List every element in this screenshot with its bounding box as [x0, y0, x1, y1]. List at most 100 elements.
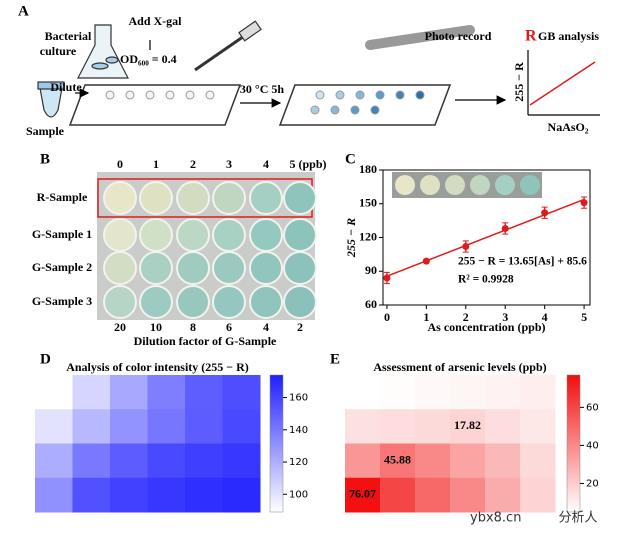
- row-label: R-Sample: [37, 190, 88, 204]
- inset-well: [395, 175, 415, 195]
- step-label: Dilute: [50, 80, 82, 94]
- y-tick-label: 60: [365, 297, 377, 311]
- column-label: 4: [263, 157, 269, 171]
- heatmap-cell: [380, 375, 416, 410]
- inset-well: [420, 175, 440, 195]
- heatmap-cell: [222, 477, 261, 513]
- well: [283, 218, 317, 252]
- heatmap-cell: [72, 477, 111, 513]
- x-tick-label: 5: [581, 310, 587, 324]
- step-label: GB analysis: [538, 29, 599, 43]
- step-label: culture: [40, 44, 77, 58]
- x-tick-label: 3: [502, 310, 508, 324]
- heatmap-cell: [222, 375, 261, 410]
- row-label: G-Sample 1: [32, 227, 92, 241]
- well: [176, 285, 210, 319]
- inset-well: [445, 175, 465, 195]
- plate-wells: [105, 90, 425, 115]
- step-label: R: [525, 28, 537, 45]
- heatmap-cell: [222, 409, 261, 444]
- panel-label: D: [40, 351, 51, 367]
- heatmap-cell: [185, 375, 223, 410]
- panel-label: C: [345, 151, 356, 167]
- heatmap-cell: [345, 443, 381, 479]
- heatmap-cell: [520, 409, 556, 444]
- y-tick-label: 180: [359, 162, 377, 176]
- colorbar: [566, 374, 581, 513]
- heatmap-cell: [345, 477, 381, 513]
- well: [249, 285, 283, 319]
- panel-label: B: [40, 151, 50, 167]
- well: [103, 251, 137, 285]
- heatmap-cell: [450, 409, 486, 444]
- column-label: 3: [226, 157, 232, 171]
- colorbar-tick-label: 140: [289, 425, 308, 436]
- heatmap-cell: [450, 477, 486, 513]
- well: [212, 285, 246, 319]
- heatmap-cell: [147, 409, 186, 444]
- heatmap-cell: [485, 409, 521, 444]
- heatmap-cell: [147, 477, 186, 513]
- heatmap-cell: [415, 409, 451, 444]
- heatmap-cell: [110, 443, 148, 479]
- colorbar-tick-label: 160: [289, 393, 308, 404]
- heatmap-cell: [415, 375, 451, 410]
- column-label: 2: [190, 157, 196, 171]
- colorbar-tick-label: 120: [289, 457, 308, 468]
- heatmap-cell: [185, 409, 223, 444]
- annotation: 255 − R = 13.65[As] + 85.6: [458, 256, 587, 268]
- well: [103, 285, 137, 319]
- x-tick-label: 1: [423, 310, 429, 324]
- column-label: 4: [263, 320, 269, 334]
- heatmap-title: Analysis of color intensity (255 − R): [66, 360, 249, 374]
- inset-well: [470, 175, 490, 195]
- cell-label: 45.88: [384, 452, 411, 466]
- well: [139, 285, 173, 319]
- heatmap-cell: [345, 409, 381, 444]
- panel-label: A: [18, 3, 29, 19]
- cell-label: 17.82: [454, 418, 481, 432]
- point: [383, 274, 391, 282]
- well: [139, 251, 173, 285]
- x-axis-label: As concentration (ppb): [427, 320, 545, 334]
- heatmap-cell: [72, 375, 111, 410]
- step-label: Sample: [26, 124, 65, 138]
- well: [249, 218, 283, 252]
- heatmap-title: Assessment of arsenic levels (ppb): [373, 360, 546, 374]
- heatmap-cell: [450, 375, 486, 410]
- annotation: R² = 0.9928: [458, 274, 514, 286]
- well: [212, 251, 246, 285]
- watermark: 分析人: [558, 511, 597, 526]
- heatmap-cell: [380, 443, 416, 479]
- column-label: 20: [114, 320, 126, 334]
- heatmap-cell: [520, 443, 556, 479]
- point: [462, 243, 470, 250]
- step-label: Photo record: [425, 29, 492, 43]
- well: [139, 218, 173, 252]
- colorbar-tick-label: 20: [586, 478, 599, 489]
- well: [176, 251, 210, 285]
- colorbar-tick-label: 60: [586, 402, 599, 413]
- heatmap-cell: [222, 443, 261, 479]
- column-label: 10: [150, 320, 162, 334]
- heatmap-cell: [110, 409, 148, 444]
- axis-label: 255 − R: [512, 62, 526, 102]
- well: [103, 218, 137, 252]
- y-axis-label: 255 − R: [344, 218, 358, 258]
- watermark: ybx8.cn: [470, 511, 521, 526]
- heatmap-cell: [110, 477, 148, 513]
- axis-label: NaAsO₂: [548, 120, 589, 134]
- row-label: G-Sample 2: [32, 260, 92, 274]
- step-label: OD₆₀₀ = 0.4: [120, 52, 177, 66]
- heatmap-cell: [485, 375, 521, 410]
- column-label: 0: [117, 157, 123, 171]
- step-label: Add X-gal: [128, 14, 182, 28]
- heatmap-cell: [185, 477, 223, 513]
- colorbar: [269, 374, 284, 513]
- x-tick-label: 0: [384, 310, 390, 324]
- well: [139, 181, 173, 215]
- heatmap-cell: [380, 477, 416, 513]
- row-label: G-Sample 3: [32, 294, 92, 308]
- heatmap-cell: [147, 443, 186, 479]
